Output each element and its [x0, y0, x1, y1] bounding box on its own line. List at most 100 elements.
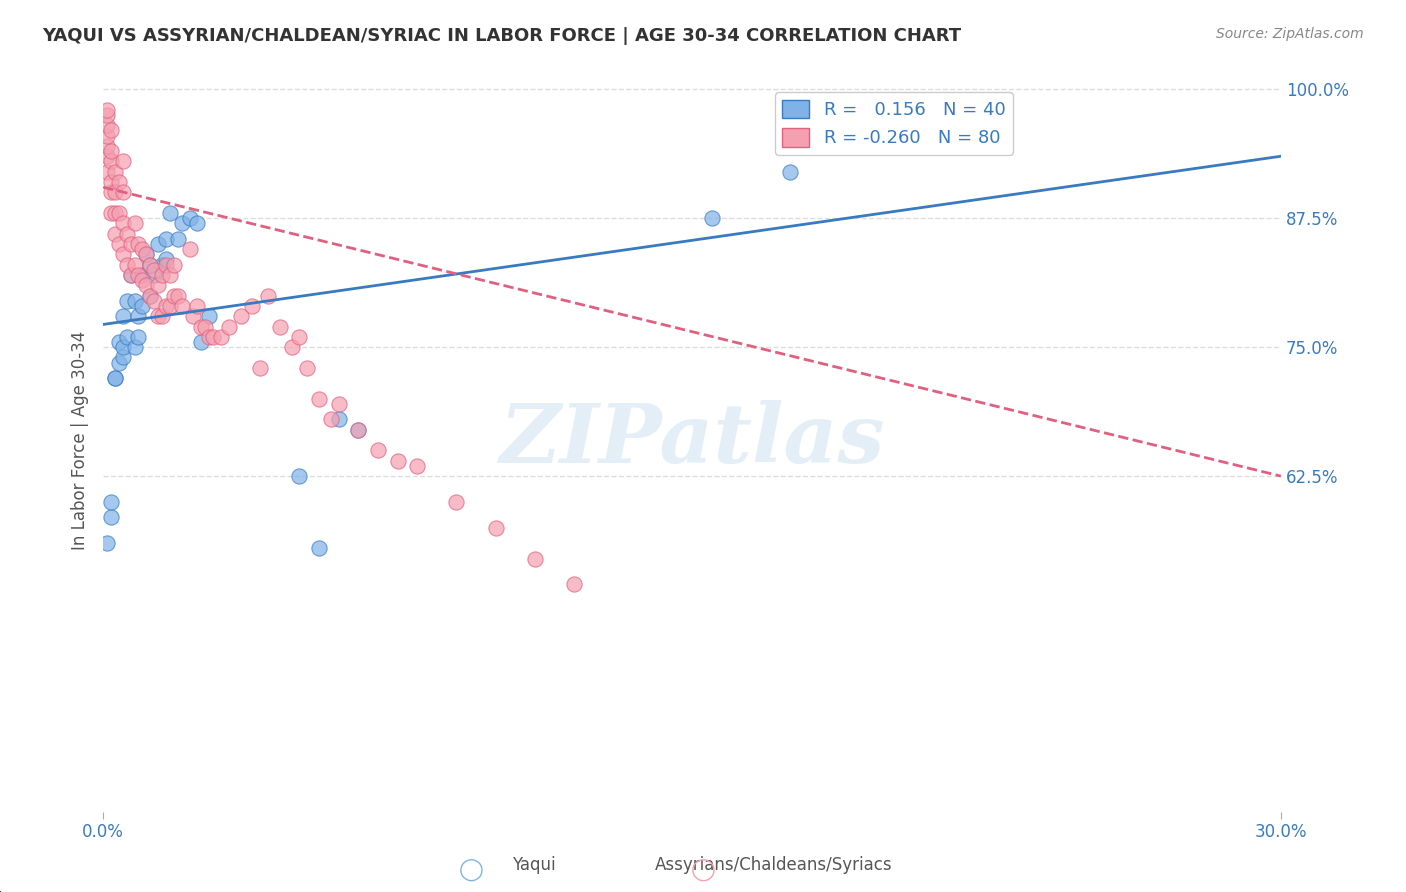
Point — [115, 330, 138, 344]
Text: YAQUI VS ASSYRIAN/CHALDEAN/SYRIAC IN LABOR FORCE | AGE 30-34 CORRELATION CHART: YAQUI VS ASSYRIAN/CHALDEAN/SYRIAC IN LAB… — [42, 27, 962, 45]
Point — [319, 412, 342, 426]
Point — [155, 252, 177, 267]
Point — [190, 334, 212, 349]
Point — [485, 521, 508, 535]
Point — [269, 319, 291, 334]
Point — [146, 278, 169, 293]
Point — [218, 319, 240, 334]
Point — [96, 149, 118, 163]
Point — [562, 577, 585, 591]
Point — [100, 123, 122, 137]
Point — [198, 330, 221, 344]
Point — [131, 273, 153, 287]
Point — [146, 309, 169, 323]
Point — [135, 278, 157, 293]
Point — [367, 443, 389, 458]
Point — [124, 293, 146, 308]
Text: Yaqui: Yaqui — [512, 856, 557, 874]
Text: ZIPatlas: ZIPatlas — [499, 400, 884, 480]
Point — [139, 258, 162, 272]
Point — [146, 236, 169, 251]
Point — [135, 247, 157, 261]
Point — [328, 397, 350, 411]
Point — [104, 206, 127, 220]
Point — [143, 262, 166, 277]
Point — [124, 216, 146, 230]
Point — [96, 128, 118, 143]
Point — [100, 175, 122, 189]
Point — [108, 206, 131, 220]
Text: Assyrians/Chaldeans/Syriacs: Assyrians/Chaldeans/Syriacs — [654, 856, 893, 874]
Point — [127, 330, 149, 344]
Point — [166, 232, 188, 246]
Text: ◯: ◯ — [690, 858, 716, 881]
Point — [209, 330, 232, 344]
Point — [249, 360, 271, 375]
Point — [104, 165, 127, 179]
Point — [328, 412, 350, 426]
Point — [143, 268, 166, 282]
Point — [190, 319, 212, 334]
Point — [111, 247, 134, 261]
Point — [198, 309, 221, 323]
Point — [108, 175, 131, 189]
Point — [347, 423, 370, 437]
Point — [127, 309, 149, 323]
Point — [308, 541, 330, 556]
Point — [100, 206, 122, 220]
Point — [96, 103, 118, 117]
Point — [120, 268, 142, 282]
Point — [202, 330, 225, 344]
Point — [104, 371, 127, 385]
Point — [96, 536, 118, 550]
Point — [155, 258, 177, 272]
Point — [308, 392, 330, 406]
Point — [779, 165, 801, 179]
Point — [127, 236, 149, 251]
Point — [166, 288, 188, 302]
Point — [139, 288, 162, 302]
Point — [115, 293, 138, 308]
Point — [186, 299, 208, 313]
Point — [524, 551, 547, 566]
Point — [139, 288, 162, 302]
Point — [108, 236, 131, 251]
Point — [111, 186, 134, 200]
Point — [297, 360, 319, 375]
Point — [104, 371, 127, 385]
Point — [96, 139, 118, 153]
Point — [179, 211, 201, 226]
Point — [111, 216, 134, 230]
Point — [120, 268, 142, 282]
Point — [700, 211, 723, 226]
Point — [155, 232, 177, 246]
Point — [100, 144, 122, 158]
Point — [127, 268, 149, 282]
Point — [111, 154, 134, 169]
Point — [124, 340, 146, 354]
Y-axis label: In Labor Force | Age 30-34: In Labor Force | Age 30-34 — [72, 330, 89, 549]
Point — [163, 288, 186, 302]
Point — [387, 453, 409, 467]
Point — [135, 247, 157, 261]
Point — [257, 288, 280, 302]
Point — [150, 258, 173, 272]
Point — [100, 510, 122, 524]
Text: Source: ZipAtlas.com: Source: ZipAtlas.com — [1216, 27, 1364, 41]
Point — [120, 236, 142, 251]
Point — [104, 186, 127, 200]
Point — [111, 340, 134, 354]
Point — [124, 258, 146, 272]
Point — [111, 351, 134, 365]
Point — [108, 334, 131, 349]
Point — [131, 299, 153, 313]
Point — [96, 165, 118, 179]
Point — [96, 108, 118, 122]
Point — [229, 309, 252, 323]
Point — [170, 299, 193, 313]
Point — [406, 458, 429, 473]
Point — [163, 258, 186, 272]
Text: ◯: ◯ — [458, 858, 484, 881]
Point — [108, 356, 131, 370]
Point — [159, 299, 181, 313]
